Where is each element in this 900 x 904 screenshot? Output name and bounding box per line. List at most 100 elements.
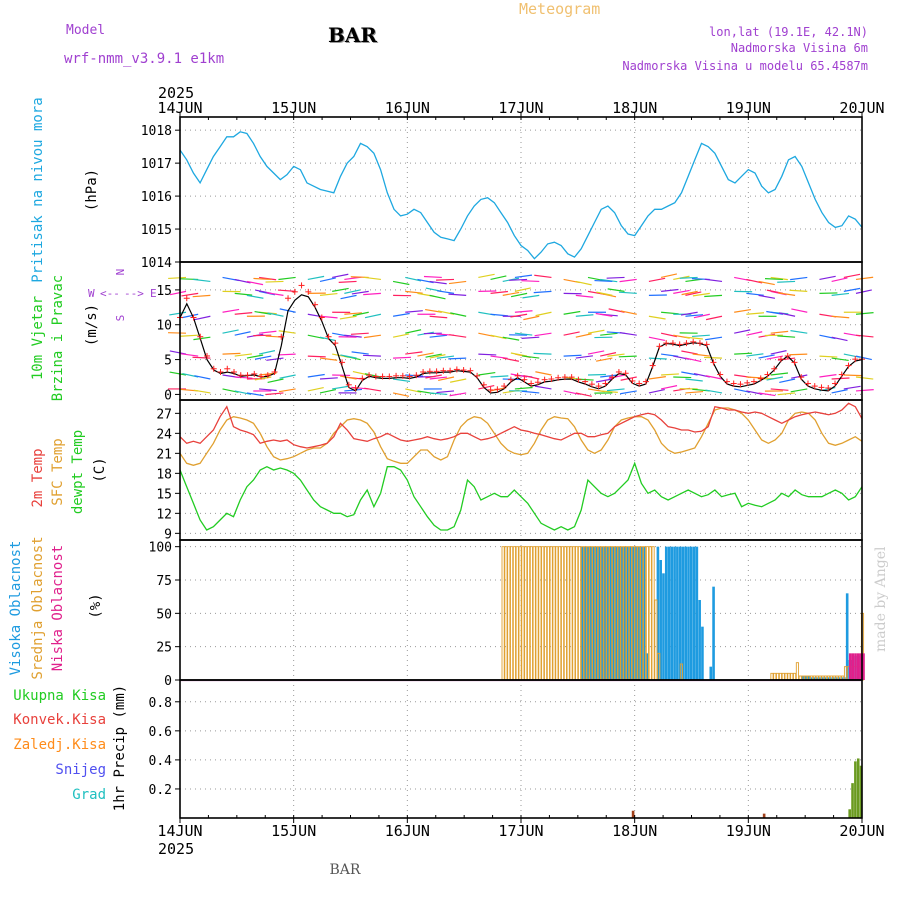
wind-arrow bbox=[734, 330, 750, 333]
wind-arrow bbox=[856, 290, 872, 293]
wind-arrow bbox=[685, 358, 701, 361]
wind-arrow bbox=[320, 390, 336, 393]
wind-arrow bbox=[681, 351, 697, 354]
mid-cloud-bar bbox=[570, 547, 572, 680]
x-tick-label-bottom: 18JUN bbox=[612, 822, 657, 840]
wind-arrow bbox=[351, 333, 369, 334]
wind-arrow bbox=[430, 316, 448, 318]
wind-arrow bbox=[607, 389, 625, 391]
mid-cloud-bar bbox=[513, 547, 515, 680]
wind-arrow bbox=[564, 312, 581, 315]
wind-arrow bbox=[649, 278, 665, 281]
y-tick-label: 0.4 bbox=[149, 754, 173, 769]
x-tick-label-bottom: 17JUN bbox=[498, 822, 543, 840]
mid-cloud-bar bbox=[547, 547, 549, 680]
model-name: wrf-nmm_v3.9.1 e1km bbox=[64, 51, 224, 67]
wind-arrow bbox=[320, 278, 336, 281]
wind-arrow bbox=[268, 379, 284, 382]
wind-arrow bbox=[771, 373, 788, 375]
dewpt-ylabel: dewpt Temp bbox=[70, 430, 86, 514]
elevation: Nadmorska Visina 6m bbox=[731, 41, 868, 55]
wind-arrow bbox=[259, 331, 276, 333]
wind-arrow bbox=[193, 279, 210, 281]
wind-arrow bbox=[619, 356, 637, 357]
mid-cloud-bar bbox=[522, 547, 524, 680]
wind-arrow bbox=[393, 379, 410, 381]
wind-arrow bbox=[437, 291, 454, 294]
high-cloud-bar bbox=[682, 547, 685, 680]
x-tick-label-bottom: 14JUN bbox=[157, 822, 202, 840]
mid-cloud-bar bbox=[782, 673, 784, 680]
wind-arrow bbox=[450, 393, 467, 396]
wind-arrow bbox=[680, 277, 698, 278]
wind-arrow bbox=[235, 354, 252, 356]
wind-arrow bbox=[765, 279, 783, 280]
wind-arrow bbox=[588, 374, 606, 375]
wind-arrow bbox=[832, 278, 848, 281]
wind-arrow bbox=[491, 314, 509, 316]
wind-arrow bbox=[844, 386, 861, 389]
wind-arrow bbox=[588, 330, 604, 333]
wind-arrow bbox=[320, 358, 337, 360]
wind-arrow bbox=[704, 357, 722, 358]
wind-arrow bbox=[436, 279, 454, 280]
mid-cloud-bar bbox=[785, 673, 787, 680]
wind-arrow bbox=[746, 377, 764, 378]
wind-arrow bbox=[393, 334, 409, 337]
wind-arrow bbox=[332, 386, 349, 389]
x-tick-label-bottom: 16JUN bbox=[385, 822, 430, 840]
wind-arrow bbox=[705, 390, 722, 393]
wind-arrow bbox=[588, 351, 604, 354]
x-tick-label-bottom: 15JUN bbox=[271, 822, 316, 840]
wind-arrow bbox=[448, 358, 466, 359]
wind-arrow bbox=[832, 337, 848, 340]
wind-unit: (m/s) bbox=[84, 304, 100, 346]
y-tick-label: 27 bbox=[156, 407, 172, 422]
wind-arrow bbox=[405, 311, 423, 313]
wind-arrow bbox=[364, 388, 381, 391]
year-bottom: 2025 bbox=[158, 840, 194, 858]
wind-arrow bbox=[405, 291, 422, 293]
wind-arrow bbox=[308, 388, 324, 391]
precip-legend-item: Grad bbox=[72, 787, 106, 803]
conv-precip-bar bbox=[632, 811, 635, 818]
wind-arrow bbox=[620, 333, 637, 336]
wind-arrow bbox=[491, 276, 507, 279]
wind-arrow bbox=[515, 311, 533, 313]
wind-arrow bbox=[534, 291, 552, 292]
y-tick-label: 25 bbox=[156, 641, 172, 656]
wind-arrow bbox=[832, 390, 848, 393]
mid-cloud-bar bbox=[576, 547, 578, 680]
wind-arrow bbox=[405, 330, 421, 333]
total-precip-bar bbox=[854, 761, 857, 818]
wind-arrow bbox=[856, 277, 873, 279]
wind-arrow bbox=[576, 356, 593, 358]
mid-cloud-bar bbox=[527, 547, 529, 680]
wind-arrow bbox=[235, 313, 253, 315]
x-tick-label-top: 18JUN bbox=[612, 99, 657, 117]
wind-arrow bbox=[856, 313, 874, 315]
wind-arrow bbox=[181, 354, 198, 356]
wind-arrow bbox=[819, 375, 836, 377]
wind-arrow bbox=[436, 391, 454, 393]
high-cloud-bar bbox=[712, 587, 715, 680]
wind-arrow bbox=[192, 357, 210, 358]
wind-arrow bbox=[685, 392, 703, 393]
wind-arrow bbox=[534, 353, 552, 354]
wind-arrow bbox=[279, 389, 296, 392]
footer-station: BAR bbox=[330, 862, 361, 878]
wind-arrow bbox=[522, 391, 540, 393]
x-tick-label-top: 17JUN bbox=[498, 99, 543, 117]
wind-arrow bbox=[619, 292, 637, 293]
wind-arrow bbox=[393, 313, 410, 316]
low-cloud-bar bbox=[854, 653, 857, 680]
wind-arrow bbox=[607, 277, 625, 278]
wind-arrow bbox=[181, 293, 198, 296]
y-tick-label: 15 bbox=[156, 284, 172, 299]
wind-arrow bbox=[649, 390, 665, 393]
y-tick-label: 0 bbox=[164, 388, 172, 403]
wind-arrow bbox=[576, 295, 593, 297]
